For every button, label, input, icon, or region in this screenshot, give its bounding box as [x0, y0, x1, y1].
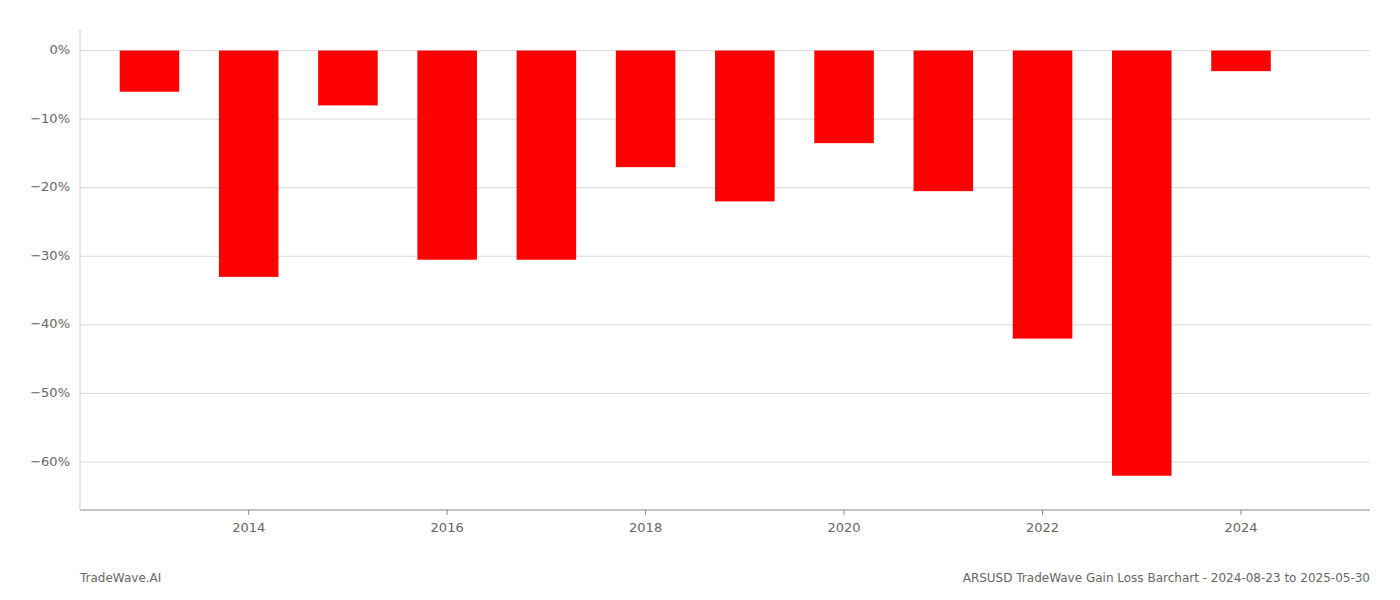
footer-text: ARSUSD TradeWave Gain Loss Barchart - 20… — [963, 571, 1370, 585]
bar — [517, 51, 577, 260]
x-tick — [1241, 510, 1242, 515]
bars — [120, 51, 1271, 476]
x-tick — [447, 510, 448, 515]
bar — [318, 51, 378, 106]
y-tick-labels: 0% −10% −20% −30% −40% −50% −60% — [30, 42, 70, 468]
x-tick-label: 2022 — [1026, 520, 1059, 535]
bar — [814, 51, 874, 144]
x-tick-label: 2016 — [431, 520, 464, 535]
x-tick-label: 2014 — [232, 520, 265, 535]
bar — [715, 51, 775, 202]
y-axis-line — [80, 30, 81, 510]
grid — [80, 51, 1370, 462]
x-tick-label: 2024 — [1224, 520, 1257, 535]
y-tick-label: −10% — [30, 111, 70, 126]
y-tick-label: 0% — [49, 42, 70, 57]
footer-text: TradeWave.AI — [79, 571, 161, 585]
grid-line — [80, 462, 1370, 463]
x-tick — [645, 510, 646, 515]
x-axis-line — [80, 510, 1370, 511]
y-tick-label: −40% — [30, 316, 70, 331]
chart: 0%−10%−20%−30%−40%−50%−60%20142016201820… — [0, 0, 1400, 600]
bar — [120, 51, 180, 92]
x-tick — [844, 510, 845, 515]
y-tick-label: −60% — [30, 454, 70, 469]
bar — [1211, 51, 1271, 72]
x-tick — [1042, 510, 1043, 515]
y-tick-label: −50% — [30, 385, 70, 400]
x-tick — [248, 510, 249, 515]
grid-line — [80, 324, 1370, 325]
bar — [219, 51, 279, 277]
bar — [1112, 51, 1172, 476]
x-tick-labels: 2014 2016 2018 2020 2022 2024 — [232, 520, 1257, 535]
y-tick-label: −30% — [30, 248, 70, 263]
bar — [417, 51, 477, 260]
y-tick-label: −20% — [30, 179, 70, 194]
bar — [616, 51, 676, 168]
bar — [914, 51, 974, 192]
bar — [1013, 51, 1073, 339]
x-tick-label: 2018 — [629, 520, 662, 535]
x-tick-label: 2020 — [828, 520, 861, 535]
grid-line — [80, 393, 1370, 394]
